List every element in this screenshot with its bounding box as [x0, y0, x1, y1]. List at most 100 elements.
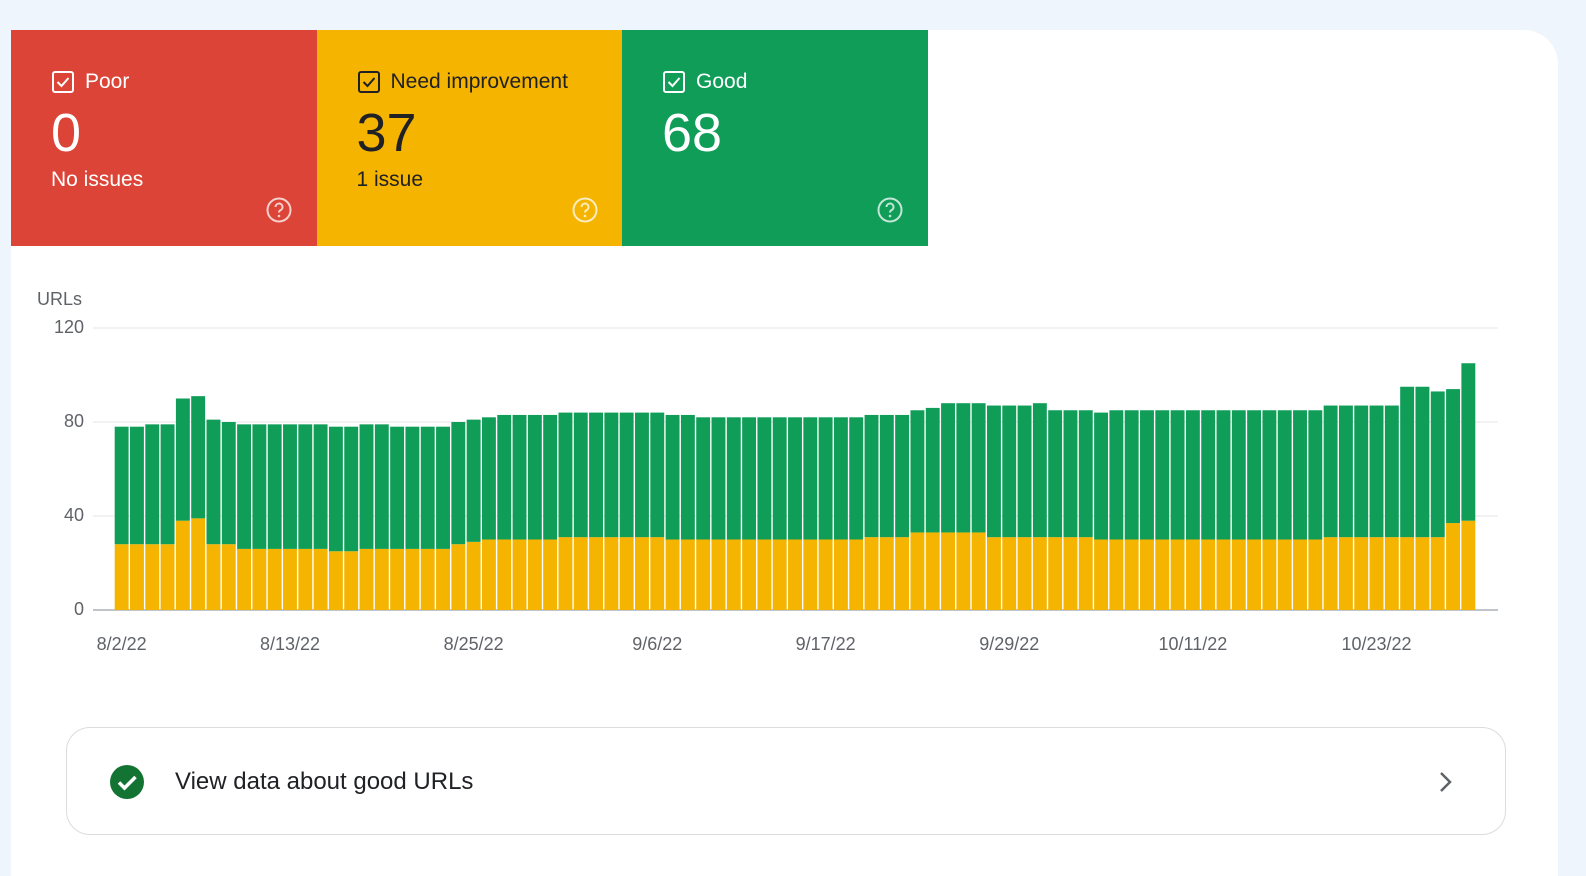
bar-segment: [711, 417, 726, 540]
bar-segment: [772, 417, 787, 540]
bar-segment: [1032, 403, 1047, 538]
bar-segment: [175, 520, 190, 610]
bar-segment: [1201, 410, 1216, 540]
bar-segment: [1446, 523, 1460, 610]
bar-segment: [665, 539, 680, 610]
card-value: 68: [662, 103, 723, 163]
bar-segment: [1262, 410, 1277, 540]
bar-segment: [436, 426, 450, 549]
bar-segment: [1170, 410, 1185, 540]
bar-segment: [1369, 537, 1384, 610]
bar-segment: [1109, 410, 1124, 540]
checkbox-tick: [56, 77, 70, 88]
bar-segment: [497, 414, 512, 540]
checkbox-box: [52, 71, 74, 93]
checkbox: [52, 71, 74, 93]
bar-segment: [589, 537, 604, 610]
bar-segment: [1094, 539, 1109, 610]
card-label: Poor: [85, 70, 130, 93]
bar-segment: [1032, 537, 1047, 610]
good-urls-link[interactable]: View data about good URLs: [66, 727, 1506, 835]
checkbox-box: [663, 71, 685, 93]
bar-segment: [1048, 410, 1063, 538]
status-card[interactable]: Good 68: [622, 30, 928, 246]
bar-segment: [1185, 410, 1200, 540]
bar-segment: [788, 539, 802, 610]
card-caption: No issues: [51, 168, 144, 191]
status-card[interactable]: Poor 0 No issues: [11, 30, 317, 246]
bar-segment: [1216, 539, 1231, 610]
panel: URLs 0 40 80 120 8/2/22 8/13/22 8/25/22 9/6/22 9/…: [11, 30, 1558, 876]
bar-segment: [283, 548, 297, 610]
bar-segment: [696, 539, 711, 610]
x-tick-label: 8/2/22: [97, 634, 147, 654]
bar-segment: [925, 532, 940, 610]
x-tick-label: 8/13/22: [260, 634, 320, 654]
bar-segment: [558, 537, 573, 610]
bar-segment: [390, 426, 405, 549]
bar-segment: [1415, 537, 1430, 610]
chevron-icon: [1440, 772, 1452, 792]
bar-segment: [818, 417, 833, 540]
bar-segment: [1002, 405, 1017, 538]
bar-segment: [604, 537, 619, 610]
bar-segment: [344, 426, 359, 552]
bar-segment: [1155, 410, 1170, 540]
bar-segment: [512, 414, 527, 540]
y-tick-label: 120: [54, 317, 84, 337]
y-tick-label: 80: [64, 411, 84, 431]
bar-segment: [742, 539, 757, 610]
x-tick-label: 8/25/22: [444, 634, 504, 654]
bar-segment: [1262, 539, 1277, 610]
bar-segment: [650, 537, 665, 610]
bar-segment: [619, 537, 634, 610]
bar-segment: [191, 396, 206, 519]
bar-segment: [742, 417, 757, 540]
bar-segment: [1293, 410, 1307, 540]
bar-segment: [221, 544, 236, 610]
bar-segment: [1140, 410, 1154, 540]
bar-segment: [451, 544, 466, 610]
bar-segment: [833, 417, 848, 540]
help-mark: [274, 202, 284, 213]
bar-segment: [390, 548, 405, 610]
bar-segment: [1338, 537, 1353, 610]
bar-segment: [941, 403, 955, 533]
bar-segment: [757, 417, 772, 540]
y-axis-label: URLs: [37, 289, 82, 309]
bar-segment: [130, 544, 144, 610]
card-head: Good: [662, 70, 928, 94]
status-card[interactable]: Need improvement 37 1 issue: [316, 30, 623, 246]
bar-segment: [680, 414, 695, 540]
bar-segment: [1216, 410, 1231, 540]
bar-segment: [527, 539, 542, 610]
bar-segment: [1446, 389, 1460, 524]
bar-segment: [803, 539, 818, 610]
bar-segment: [1017, 405, 1032, 538]
bar-segment: [635, 412, 649, 538]
link-label: View data about good URLs: [175, 768, 474, 795]
bar-segment: [527, 414, 542, 540]
bar-segment: [925, 407, 940, 533]
bar-segment: [359, 548, 374, 610]
bar-segment: [665, 414, 680, 540]
bar-segment: [879, 537, 894, 610]
bar-segment: [1185, 539, 1200, 610]
bar-segment: [986, 537, 1001, 610]
bar-segment: [206, 544, 221, 610]
bar-segment: [956, 532, 971, 610]
x-tick-label: 9/6/22: [632, 634, 682, 654]
bar-segment: [543, 414, 558, 540]
bar-segment: [328, 426, 343, 552]
checkbox-tick: [667, 77, 681, 88]
bar-segment: [1124, 410, 1139, 540]
bar-segment: [619, 412, 634, 538]
bar-segment: [680, 539, 695, 610]
bar-segment: [1293, 539, 1307, 610]
bar-segment: [344, 551, 359, 610]
checkbox: [663, 71, 685, 93]
bar-segment: [895, 537, 910, 610]
bar-segment: [650, 412, 665, 538]
bar-segment: [1124, 539, 1139, 610]
bar-segment: [1384, 537, 1399, 610]
